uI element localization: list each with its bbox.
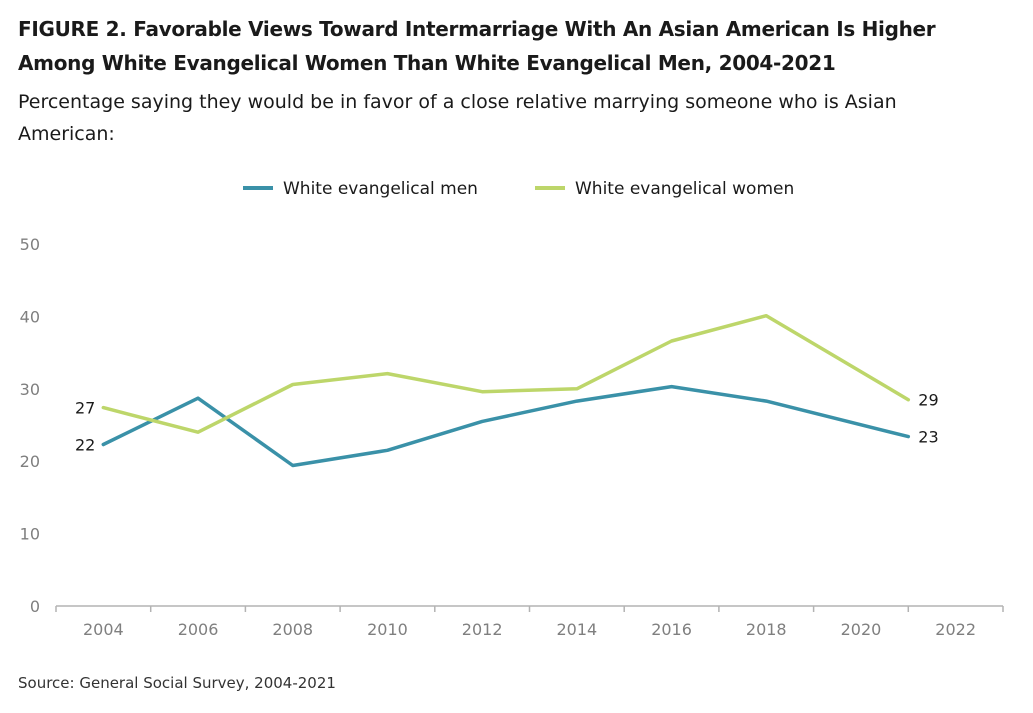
y-tick-label: 10: [20, 525, 40, 544]
x-axis: 2004 2006 2008 2010 2012 2014 2016 2018 2020 2022: [55, 605, 1004, 639]
x-tick-label: 2016: [651, 620, 692, 639]
y-axis-ticks: 0 10 20 30 40 50: [20, 235, 40, 616]
series-lines: [101, 313, 911, 468]
series-line-men: [101, 384, 911, 468]
legend: White evangelical men White evangelical w…: [243, 179, 794, 199]
legend-label-0: White evangelical men: [283, 179, 478, 199]
legend-label-1: White evangelical women: [575, 179, 794, 199]
x-tick-label: 2004: [83, 620, 124, 639]
data-labels: 22 23 27 29: [75, 391, 939, 455]
line-chart: White evangelical men White evangelical w…: [20, 179, 1004, 639]
series-line-women: [101, 313, 911, 434]
y-tick-label: 50: [20, 235, 40, 254]
chart-title: FIGURE 2. Favorable Views Toward Interma…: [18, 17, 936, 75]
data-label-first: 22: [75, 436, 95, 455]
y-tick-label: 20: [20, 452, 40, 471]
x-tick-label: 2010: [367, 620, 408, 639]
y-tick-label: 40: [20, 307, 40, 326]
y-tick-label: 30: [20, 380, 40, 399]
data-label-last: 23: [918, 428, 938, 447]
x-tick-label: 2008: [272, 620, 313, 639]
data-label-first: 27: [75, 399, 95, 418]
data-label-last: 29: [918, 391, 938, 410]
y-tick-label: 0: [30, 597, 40, 616]
source-note: Source: General Social Survey, 2004-2021: [18, 674, 336, 692]
x-tick-label: 2020: [841, 620, 882, 639]
chart-subtitle: Percentage saying they would be in favor…: [18, 91, 897, 145]
x-tick-label: 2018: [746, 620, 787, 639]
x-tick-label: 2012: [462, 620, 503, 639]
x-tick-label: 2006: [178, 620, 219, 639]
x-tick-label: 2014: [556, 620, 597, 639]
x-tick-label: 2022: [935, 620, 976, 639]
